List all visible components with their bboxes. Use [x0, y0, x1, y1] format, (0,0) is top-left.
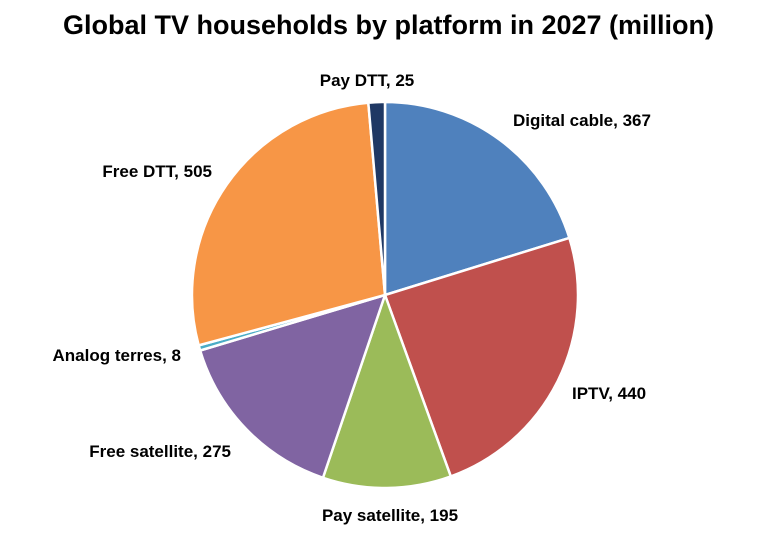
pie-slice-pay-dtt — [367, 100, 387, 297]
slice-label-free-dtt: Free DTT, 505 — [102, 162, 212, 181]
slice-label-free-satellite: Free satellite, 275 — [89, 442, 231, 461]
slice-label-pay-dtt: Pay DTT, 25 — [320, 71, 415, 90]
slice-label-digital-cable: Digital cable, 367 — [513, 111, 651, 130]
pie-slice-free-satellite — [198, 293, 387, 480]
pie-slice-free-dtt — [190, 101, 387, 347]
chart-title: Global TV households by platform in 2027… — [62, 10, 715, 40]
slice-label-pay-satellite: Pay satellite, 195 — [322, 506, 458, 525]
pie-slice-iptv — [383, 236, 580, 478]
slice-label-iptv: IPTV, 440 — [572, 384, 646, 403]
slice-label-analog-terres: Analog terres, 8 — [53, 346, 182, 365]
pie-slice-digital-cable — [383, 100, 571, 297]
pie-slice-pay-satellite — [321, 293, 453, 490]
